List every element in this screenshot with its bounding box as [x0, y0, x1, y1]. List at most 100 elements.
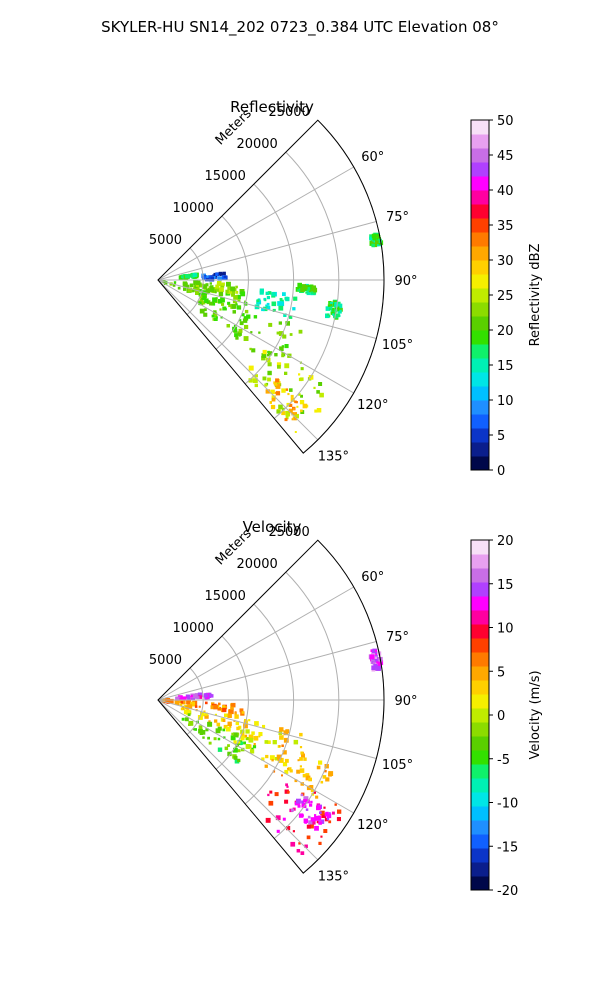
velocity-echo-cell: [186, 699, 191, 705]
velocity-echo-cell: [194, 693, 200, 698]
velocity-colorbar-segment: [471, 736, 489, 751]
velocity-azimuth-labels: 60° 75° 90° 105° 120° 135°: [318, 570, 418, 884]
velocity-echo-cell: [278, 757, 284, 763]
reflectivity-echo-cell: [221, 302, 225, 306]
velocity-echo-cell: [224, 706, 228, 709]
reflectivity-echo-cell: [294, 431, 297, 433]
reflectivity-echo-cell: [226, 281, 231, 287]
reflectivity-echo-cell: [302, 403, 308, 409]
velocity-echo-cell: [375, 652, 379, 656]
velocity-echo-cell: [199, 715, 203, 720]
reflectivity-echo-cell: [278, 331, 284, 336]
reflectivity-colorbar-segment: [471, 162, 489, 177]
velocity-echo-cell: [305, 773, 310, 777]
reflectivity-echo-cell: [267, 351, 273, 356]
velocity-colorbar-tick-label: -10: [497, 797, 518, 812]
reflectivity-echo-cell: [236, 294, 241, 300]
velocity-colorbar-tick-label: 5: [497, 665, 505, 680]
reflectivity-echo-cell: [294, 412, 297, 415]
velocity-echo-cell: [208, 693, 213, 698]
velocity-echo-cell: [371, 665, 376, 670]
velocity-echo-cell: [245, 737, 249, 741]
reflectivity-echo-cell: [196, 280, 201, 286]
reflectivity-echo-cell: [292, 408, 295, 411]
velocity-echo-cell: [278, 745, 281, 748]
reflectivity-echo-cell: [205, 288, 211, 294]
velocity-echo-cell: [222, 728, 226, 732]
reflectivity-echo-cell: [212, 297, 217, 303]
velocity-echo-cell: [248, 719, 251, 722]
velocity-echo-cell: [264, 764, 268, 768]
reflectivity-azimuth-spoke: [157, 166, 354, 281]
reflectivity-echo-cell: [284, 371, 288, 375]
velocity-echo-cell: [281, 774, 283, 777]
velocity-echo-cell: [224, 713, 228, 718]
velocity-echo-cell: [308, 777, 312, 782]
velocity-echo-cell: [376, 661, 379, 664]
reflectivity-echo-cell: [372, 236, 377, 241]
velocity-echo-cell: [241, 711, 245, 714]
reflectivity-echo-cell: [253, 378, 258, 383]
reflectivity-azimuth-tick-label: 90°: [394, 274, 417, 289]
reflectivity-echo-cell: [173, 281, 177, 284]
velocity-echo-cell: [182, 696, 187, 701]
velocity-echo-cell: [320, 835, 323, 838]
reflectivity-echo-cell: [267, 291, 272, 295]
velocity-echo-cell: [370, 649, 374, 652]
reflectivity-echo-cell: [276, 362, 282, 367]
velocity-echo-cell: [204, 712, 208, 716]
reflectivity-echo-cell: [276, 331, 280, 335]
velocity-echo-cell: [233, 740, 237, 744]
velocity-echo-cell: [300, 793, 304, 797]
velocity-echo-cell: [301, 753, 305, 758]
reflectivity-echo-cell: [310, 288, 315, 293]
velocity-azimuth-spoke: [157, 641, 377, 701]
reflectivity-echo-cell: [230, 286, 235, 292]
velocity-echo-cell: [287, 790, 290, 794]
reflectivity-colorbar-tick-label: 20: [497, 324, 514, 339]
reflectivity-echo-cell: [259, 288, 264, 293]
reflectivity-echo-cell: [232, 310, 236, 314]
reflectivity-echo-cell: [231, 304, 237, 309]
reflectivity-range-ring: [215, 215, 249, 350]
reflectivity-range-tick-label: 10000: [173, 201, 214, 216]
reflectivity-echo-cell: [214, 317, 218, 321]
velocity-echo-cell: [292, 830, 295, 833]
velocity-colorbar-segment: [471, 778, 489, 793]
velocity-echo-cell: [208, 741, 212, 745]
velocity-echo-cell: [310, 788, 314, 793]
reflectivity-echo-cell: [190, 273, 195, 278]
velocity-echo-region: [233, 720, 303, 774]
reflectivity-echo-cell: [266, 357, 271, 363]
velocity-azimuth-spoke: [157, 699, 319, 861]
reflectivity-colorbar-segment: [471, 288, 489, 303]
reflectivity-echo-cell: [311, 285, 316, 290]
reflectivity-colorbar-segment: [471, 120, 489, 135]
velocity-echo-cell: [324, 770, 327, 773]
reflectivity-echo-cell: [233, 324, 237, 328]
reflectivity-echo-cell: [187, 287, 193, 293]
reflectivity-echo-cell: [285, 410, 290, 416]
reflectivity-echo-cell: [299, 400, 305, 405]
velocity-echo-cell: [233, 732, 238, 738]
reflectivity-echo-cell: [232, 300, 236, 304]
reflectivity-echo-cell: [248, 378, 253, 383]
reflectivity-echo-cell: [249, 347, 252, 351]
reflectivity-echo-cell: [278, 381, 281, 384]
reflectivity-echo-cell: [182, 282, 188, 288]
velocity-echo-cell: [218, 702, 221, 706]
reflectivity-echo-cell: [265, 389, 270, 394]
reflectivity-echo-cell: [281, 354, 285, 358]
reflectivity-echo-cell: [203, 312, 208, 317]
reflectivity-echo-cell: [275, 378, 280, 383]
velocity-echo-cell: [316, 765, 321, 770]
reflectivity-echo-cell: [224, 307, 227, 311]
velocity-colorbar-segment: [471, 624, 489, 639]
velocity-echo-cell: [307, 815, 311, 819]
reflectivity-echo-cell: [220, 272, 224, 276]
reflectivity-echo-cell: [228, 290, 232, 294]
reflectivity-echo-cell: [221, 277, 224, 280]
